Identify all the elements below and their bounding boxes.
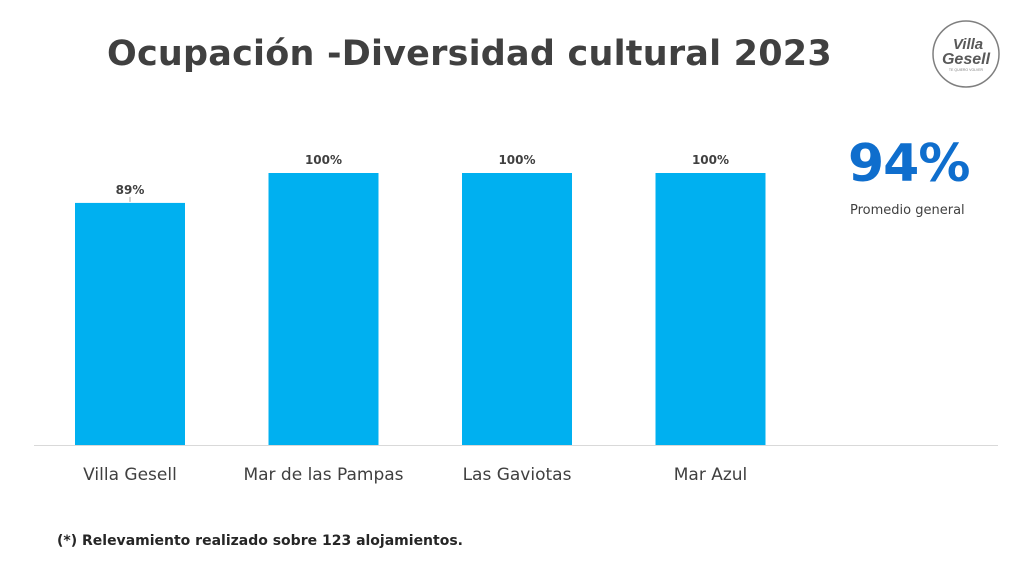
villa-gesell-logo-icon: Villa Gesell TE QUIERO VOLVER [932,20,1000,88]
bar-3 [462,173,572,445]
bar-4 [655,173,766,445]
average-label: Promedio general [850,203,965,218]
category-label-1: Villa Gesell [83,465,177,485]
logo-line2: Gesell [942,51,991,68]
logo-tagline: TE QUIERO VOLVER [949,68,984,72]
footnote: (*) Relevamiento realizado sobre 123 alo… [57,533,463,549]
bar-1 [75,202,185,445]
bar-2 [268,173,379,445]
logo-line1: Villa [953,36,983,53]
data-label-4: 100% [692,153,729,167]
data-label-1: 89% [116,183,145,197]
page-title: Ocupación -Diversidad cultural 2023 [107,34,832,74]
data-label-3: 100% [498,153,535,167]
category-label-2: Mar de las Pampas [243,465,403,485]
category-label-4: Mar Azul [674,465,748,485]
average-value: 94% [848,134,970,194]
category-label-3: Las Gaviotas [463,465,572,485]
data-label-2: 100% [305,153,342,167]
